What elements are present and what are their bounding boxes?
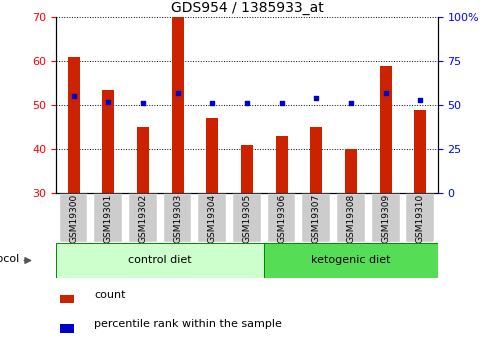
Bar: [309, 127, 322, 193]
Bar: [60, 324, 74, 333]
Bar: [56, 243, 264, 278]
Bar: [413, 110, 426, 193]
Text: GSM19301: GSM19301: [103, 194, 113, 243]
Bar: [344, 149, 356, 193]
Point: [416, 97, 424, 103]
FancyBboxPatch shape: [302, 194, 329, 242]
Point: [381, 90, 389, 96]
Bar: [102, 90, 114, 193]
Text: percentile rank within the sample: percentile rank within the sample: [94, 319, 282, 329]
FancyBboxPatch shape: [371, 194, 399, 242]
Bar: [206, 118, 218, 193]
Bar: [241, 145, 252, 193]
Text: protocol: protocol: [0, 254, 20, 264]
Text: control diet: control diet: [128, 256, 192, 265]
FancyBboxPatch shape: [94, 194, 122, 242]
Point: [139, 101, 146, 106]
Title: GDS954 / 1385933_at: GDS954 / 1385933_at: [170, 1, 323, 15]
Bar: [60, 295, 74, 304]
Text: GSM19303: GSM19303: [173, 194, 182, 243]
FancyBboxPatch shape: [129, 194, 157, 242]
Bar: [67, 57, 80, 193]
FancyBboxPatch shape: [406, 194, 433, 242]
Point: [173, 90, 181, 96]
Point: [243, 101, 250, 106]
Bar: [171, 17, 183, 193]
Text: GSM19307: GSM19307: [311, 194, 320, 243]
Text: GSM19308: GSM19308: [346, 194, 355, 243]
Text: ketogenic diet: ketogenic diet: [310, 256, 390, 265]
Bar: [264, 243, 437, 278]
Point: [277, 101, 285, 106]
Text: GSM19306: GSM19306: [277, 194, 285, 243]
Point: [104, 99, 112, 105]
Point: [208, 101, 216, 106]
Bar: [379, 66, 391, 193]
Text: GSM19310: GSM19310: [415, 194, 424, 243]
FancyBboxPatch shape: [267, 194, 295, 242]
FancyBboxPatch shape: [163, 194, 191, 242]
FancyBboxPatch shape: [336, 194, 364, 242]
Text: count: count: [94, 290, 125, 300]
FancyBboxPatch shape: [198, 194, 225, 242]
Text: GSM19305: GSM19305: [242, 194, 251, 243]
Text: GSM19300: GSM19300: [69, 194, 78, 243]
Bar: [275, 136, 287, 193]
Point: [69, 93, 77, 99]
Bar: [137, 127, 149, 193]
Point: [312, 96, 320, 101]
Text: GSM19304: GSM19304: [207, 194, 216, 243]
Text: GSM19309: GSM19309: [380, 194, 389, 243]
FancyBboxPatch shape: [60, 194, 87, 242]
Text: GSM19302: GSM19302: [138, 194, 147, 243]
Point: [346, 101, 354, 106]
FancyBboxPatch shape: [233, 194, 260, 242]
